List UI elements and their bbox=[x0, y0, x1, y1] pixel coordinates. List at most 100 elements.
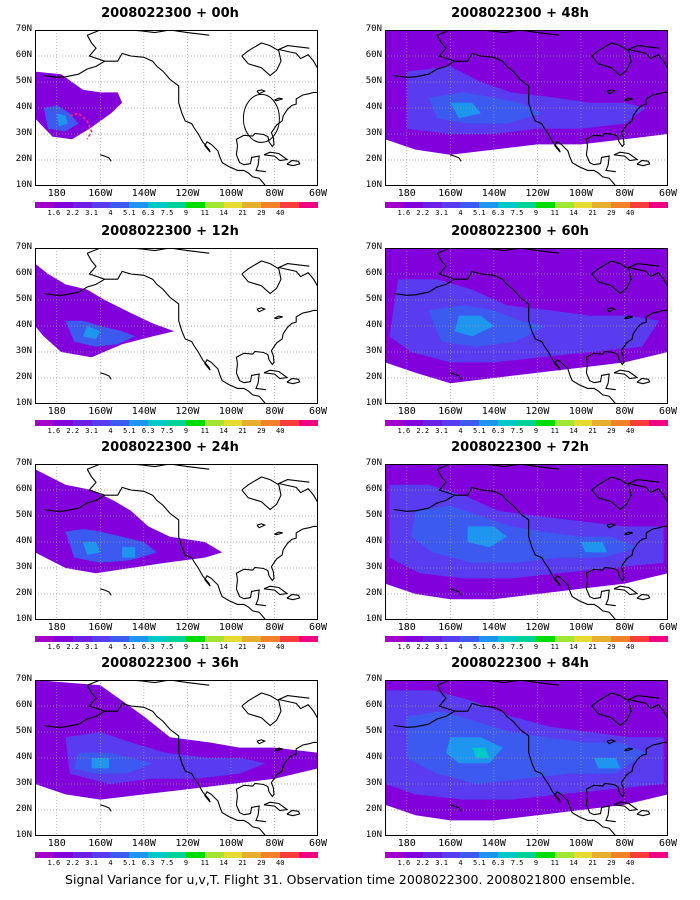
colorbar-swatch bbox=[649, 202, 668, 208]
lon-tick-label: 140W bbox=[481, 188, 506, 199]
panel-title: 2008022300 + 24h bbox=[101, 440, 239, 455]
colorbar-swatch bbox=[385, 202, 404, 208]
lon-tick-label: 140W bbox=[481, 622, 506, 633]
lon-tick-label: 160W bbox=[438, 622, 463, 633]
colorbar-label: 6.3 bbox=[141, 859, 155, 867]
lat-tick-label: 60N bbox=[365, 50, 382, 60]
lon-tick-label: 100W bbox=[218, 838, 243, 849]
colorbar-swatch bbox=[385, 636, 404, 642]
coastline bbox=[319, 728, 334, 740]
colorbar-label: 21 bbox=[238, 427, 247, 435]
coastline bbox=[263, 585, 289, 596]
coastline bbox=[274, 315, 283, 320]
observation-circle bbox=[242, 93, 280, 143]
coastline bbox=[636, 377, 651, 385]
colorbar-swatch bbox=[185, 202, 205, 208]
lon-tick-label: 140W bbox=[131, 406, 156, 417]
colorbar-swatch bbox=[611, 202, 631, 208]
colorbar-swatch bbox=[261, 852, 281, 858]
colorbar-swatch bbox=[630, 636, 650, 642]
colorbar-swatch bbox=[385, 852, 404, 858]
lat-tick-label: 30N bbox=[15, 562, 32, 572]
colorbar-label: 2.2 bbox=[66, 643, 80, 651]
colorbar-swatch bbox=[535, 852, 555, 858]
lon-tick-label: 80W bbox=[615, 406, 634, 417]
colorbar-swatch bbox=[148, 420, 168, 426]
colorbar-label: 5.1 bbox=[123, 859, 136, 867]
map-panel: 2008022300 + 84h 70N 60N 50N 40N 30N 20N 10N 180… bbox=[350, 656, 690, 874]
lat-tick-label: 60N bbox=[15, 50, 32, 60]
coastline bbox=[624, 315, 633, 320]
lat-tick-label: 10N bbox=[365, 830, 382, 840]
map-frame bbox=[385, 464, 668, 620]
colorbar-label: 14 bbox=[569, 859, 578, 867]
lat-tick-label: 30N bbox=[365, 346, 382, 356]
colorbar-swatch bbox=[148, 636, 168, 642]
colorbar-label: 7.5 bbox=[510, 643, 524, 651]
coastline bbox=[235, 795, 266, 823]
colorbar-swatch bbox=[498, 636, 518, 642]
colorbar-label: 29 bbox=[607, 427, 616, 435]
colorbar-label: 4 bbox=[108, 859, 113, 867]
lon-tick-label: 120W bbox=[175, 406, 200, 417]
lon-tick-label: 60W bbox=[308, 406, 328, 417]
lat-tick-label: 20N bbox=[15, 588, 32, 598]
map-panel: 2008022300 + 36h 70N 60N 50N 40N 30N 20N 10N 180… bbox=[0, 656, 340, 874]
map-frame bbox=[35, 248, 318, 404]
lon-tick-label: 60W bbox=[308, 188, 328, 199]
colorbar-swatch bbox=[441, 202, 461, 208]
colorbar-swatch bbox=[204, 852, 224, 858]
lon-tick-label: 100W bbox=[568, 188, 593, 199]
map-frame bbox=[35, 464, 318, 620]
lat-tick-label: 70N bbox=[365, 242, 382, 252]
colorbar-swatch bbox=[148, 852, 168, 858]
coastline bbox=[436, 464, 560, 470]
colorbar-label: 3.1 bbox=[85, 859, 98, 867]
panel-title: 2008022300 + 36h bbox=[101, 656, 239, 671]
colorbar-swatch bbox=[242, 636, 262, 642]
colorbar-label: 3.1 bbox=[85, 427, 98, 435]
coastline bbox=[43, 60, 105, 78]
lon-tick-label: 100W bbox=[218, 188, 243, 199]
lat-tick-label: 20N bbox=[365, 804, 382, 814]
lon-tick-label: 160W bbox=[438, 406, 463, 417]
colorbar-label: 1.6 bbox=[47, 859, 61, 867]
colorbar-swatch bbox=[441, 852, 461, 858]
colorbar-label: 2.2 bbox=[66, 427, 80, 435]
lat-tick-label: 50N bbox=[15, 510, 32, 520]
colorbar-swatch bbox=[299, 636, 318, 642]
coastline bbox=[241, 260, 282, 295]
coastline bbox=[585, 145, 616, 173]
variance-shading bbox=[91, 758, 109, 769]
map-frame bbox=[385, 30, 668, 186]
lon-tick-label: 140W bbox=[131, 838, 156, 849]
lat-tick-label: 70N bbox=[15, 674, 32, 684]
colorbar-label: 4 bbox=[108, 643, 113, 651]
colorbar-swatch bbox=[53, 636, 73, 642]
coastline bbox=[585, 795, 616, 823]
colorbar-swatch bbox=[91, 852, 111, 858]
colorbar-label: 4 bbox=[458, 427, 463, 435]
coastline bbox=[627, 263, 668, 288]
lat-tick-label: 20N bbox=[365, 588, 382, 598]
coastline bbox=[591, 692, 632, 727]
map-frame bbox=[385, 248, 668, 404]
lon-tick-label: 160W bbox=[438, 188, 463, 199]
lat-tick-label: 20N bbox=[15, 804, 32, 814]
lat-tick-label: 70N bbox=[365, 674, 382, 684]
lon-tick-label: 120W bbox=[525, 622, 550, 633]
colorbar-swatch bbox=[592, 852, 612, 858]
colorbar-label: 14 bbox=[219, 643, 228, 651]
colorbar-label: 11 bbox=[200, 643, 210, 651]
map-frame bbox=[385, 680, 668, 836]
variance-shading bbox=[472, 747, 490, 758]
coastline bbox=[86, 684, 267, 836]
colorbar-label: 1.6 bbox=[397, 859, 411, 867]
colorbar-swatch bbox=[517, 420, 536, 426]
colorbar-label: 6.3 bbox=[491, 209, 505, 217]
lon-tick-label: 80W bbox=[265, 838, 284, 849]
variance-shading bbox=[82, 326, 101, 339]
map-panel: 2008022300 + 12h 70N 60N 50N 40N 30N 20N 10N 180… bbox=[0, 224, 340, 442]
colorbar-swatch bbox=[129, 420, 149, 426]
lat-tick-label: 60N bbox=[365, 700, 382, 710]
